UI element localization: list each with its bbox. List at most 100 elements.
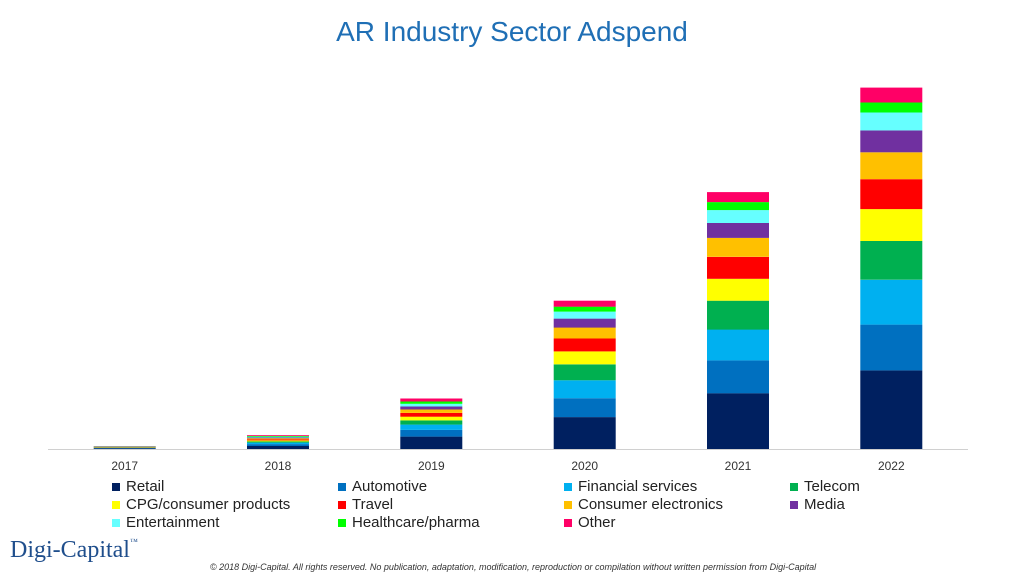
bar-segment-2021-automotive <box>707 360 769 394</box>
bar-segment-2018-other <box>247 435 309 436</box>
bar-segment-2021-retail <box>707 393 769 449</box>
bar-segment-2018-healthcare-pharma <box>247 435 309 437</box>
bar-segment-2018-retail <box>247 446 309 449</box>
legend-swatch <box>564 500 572 509</box>
bar-segment-2018-entertainment <box>247 436 309 438</box>
legend-label: Entertainment <box>126 514 220 531</box>
legend-swatch <box>338 482 346 491</box>
legend-label: Retail <box>126 478 165 495</box>
bar-segment-2022-financial-services <box>860 279 923 325</box>
legend-label: Consumer electronics <box>578 496 724 513</box>
bar-segment-2020-travel <box>553 338 616 352</box>
bar-segment-2019-telecom <box>400 420 463 425</box>
bar-segment-2019-retail <box>400 436 463 449</box>
chart-title: AR Industry Sector Adspend <box>336 16 688 47</box>
logo-text: Digi-Capital <box>10 537 130 563</box>
bar-segment-2022-travel <box>860 179 923 210</box>
legend-item-other: Other <box>564 514 790 531</box>
bar-segment-2022-other <box>860 87 923 103</box>
legend-swatch <box>790 482 798 491</box>
bar-segment-2018-telecom <box>247 441 309 443</box>
bar-segment-2022-automotive <box>860 324 923 371</box>
copyright-footer: © 2018 Digi-Capital. All rights reserved… <box>210 562 817 572</box>
legend-item-telecom: Telecom <box>790 478 912 495</box>
bar-segment-2019-media <box>400 406 463 410</box>
bar-segment-2022-healthcare-pharma <box>860 102 923 113</box>
bar-segment-2020-telecom <box>553 364 616 381</box>
bar-segment-2018-cpg-consumer-products <box>247 440 309 442</box>
legend-swatch <box>790 500 798 509</box>
bar-segment-2021-travel <box>707 256 769 279</box>
bar-segment-2020-consumer-electronics <box>553 327 616 339</box>
bar-segment-2021-financial-services <box>707 329 769 361</box>
bar-segment-2019-other <box>400 398 463 402</box>
x-tick-label: 2017 <box>111 459 138 473</box>
bar-segment-2020-other <box>553 300 616 307</box>
legend-swatch <box>112 518 120 527</box>
bar-segment-2019-consumer-electronics <box>400 409 463 413</box>
stacked-bar-chart: 2017 2018 2019 2020 2021 2022 <box>48 87 968 473</box>
legend-item-consumer-electronics: Consumer electronics <box>564 496 790 513</box>
bar-segment-2019-financial-services <box>400 424 463 430</box>
legend-swatch <box>564 518 572 527</box>
bar-segment-2018-media <box>247 437 309 439</box>
legend-swatch <box>338 500 346 509</box>
legend-item-automotive: Automotive <box>338 478 564 495</box>
bar-segment-2021-consumer-electronics <box>707 237 769 257</box>
digi-capital-logo: Digi-Capital™ <box>10 537 138 564</box>
bar-segment-2020-retail <box>553 417 616 449</box>
legend-item-financial-services: Financial services <box>564 478 790 495</box>
legend-item-healthcare: Healthcare/pharma <box>338 514 564 531</box>
legend-label: Healthcare/pharma <box>352 514 480 531</box>
legend-label: Other <box>578 514 616 531</box>
legend-item-cpg: CPG/consumer products <box>112 496 338 513</box>
bar-segment-2021-entertainment <box>707 210 769 223</box>
bar-segment-2019-entertainment <box>400 403 463 407</box>
bar-segment-2021-media <box>707 223 769 238</box>
bar-segment-2021-cpg-consumer-products <box>707 278 769 301</box>
bar-segment-2022-media <box>860 130 923 153</box>
legend-label: Travel <box>352 496 394 513</box>
trademark-mark: ™ <box>129 537 138 546</box>
bar-segment-2019-automotive <box>400 429 463 437</box>
legend-label: CPG/consumer products <box>126 496 291 513</box>
bar-segment-2018-automotive <box>247 444 309 446</box>
bar-segment-2017-retail <box>93 448 156 449</box>
bar-segment-2021-telecom <box>707 300 769 330</box>
bar-segment-2020-entertainment <box>553 311 616 319</box>
bar-segment-2022-entertainment <box>860 112 923 131</box>
bar-segment-2020-automotive <box>553 398 616 418</box>
bar-segment-2020-healthcare-pharma <box>553 306 616 312</box>
bar-segment-2019-cpg-consumer-products <box>400 416 463 421</box>
x-tick-label: 2018 <box>265 459 292 473</box>
legend-label: Automotive <box>352 478 428 495</box>
legend: Retail Automotive Financial services Tel… <box>112 478 912 531</box>
bar-segment-2021-other <box>707 192 769 203</box>
legend-item-retail: Retail <box>112 478 338 495</box>
legend-label: Media <box>804 496 845 513</box>
legend-swatch <box>112 500 120 509</box>
legend-swatch <box>338 518 346 527</box>
bar-segment-2019-healthcare-pharma <box>400 401 463 404</box>
bar-segment-2021-healthcare-pharma <box>707 202 769 211</box>
x-tick-label: 2021 <box>725 459 752 473</box>
bar-segment-2018-travel <box>247 439 309 441</box>
legend-label: Telecom <box>804 478 860 495</box>
bar-segment-2022-retail <box>860 370 923 449</box>
legend-swatch <box>564 482 572 491</box>
legend-item-entertainment: Entertainment <box>112 514 338 531</box>
legend-swatch <box>112 482 120 491</box>
bar-segment-2020-financial-services <box>553 380 616 399</box>
legend-label: Financial services <box>578 478 698 495</box>
x-tick-label: 2022 <box>878 459 905 473</box>
legend-item-media: Media <box>790 496 912 513</box>
bar-segment-2022-cpg-consumer-products <box>860 209 923 241</box>
x-tick-label: 2019 <box>418 459 445 473</box>
bar-segment-2022-consumer-electronics <box>860 152 923 180</box>
bar-segment-2020-media <box>553 318 616 328</box>
bar-segment-2018-consumer-electronics <box>247 438 309 440</box>
bar-segment-2020-cpg-consumer-products <box>553 351 616 365</box>
legend-item-travel: Travel <box>338 496 564 513</box>
x-tick-label: 2020 <box>571 459 598 473</box>
bar-segment-2019-travel <box>400 412 463 417</box>
